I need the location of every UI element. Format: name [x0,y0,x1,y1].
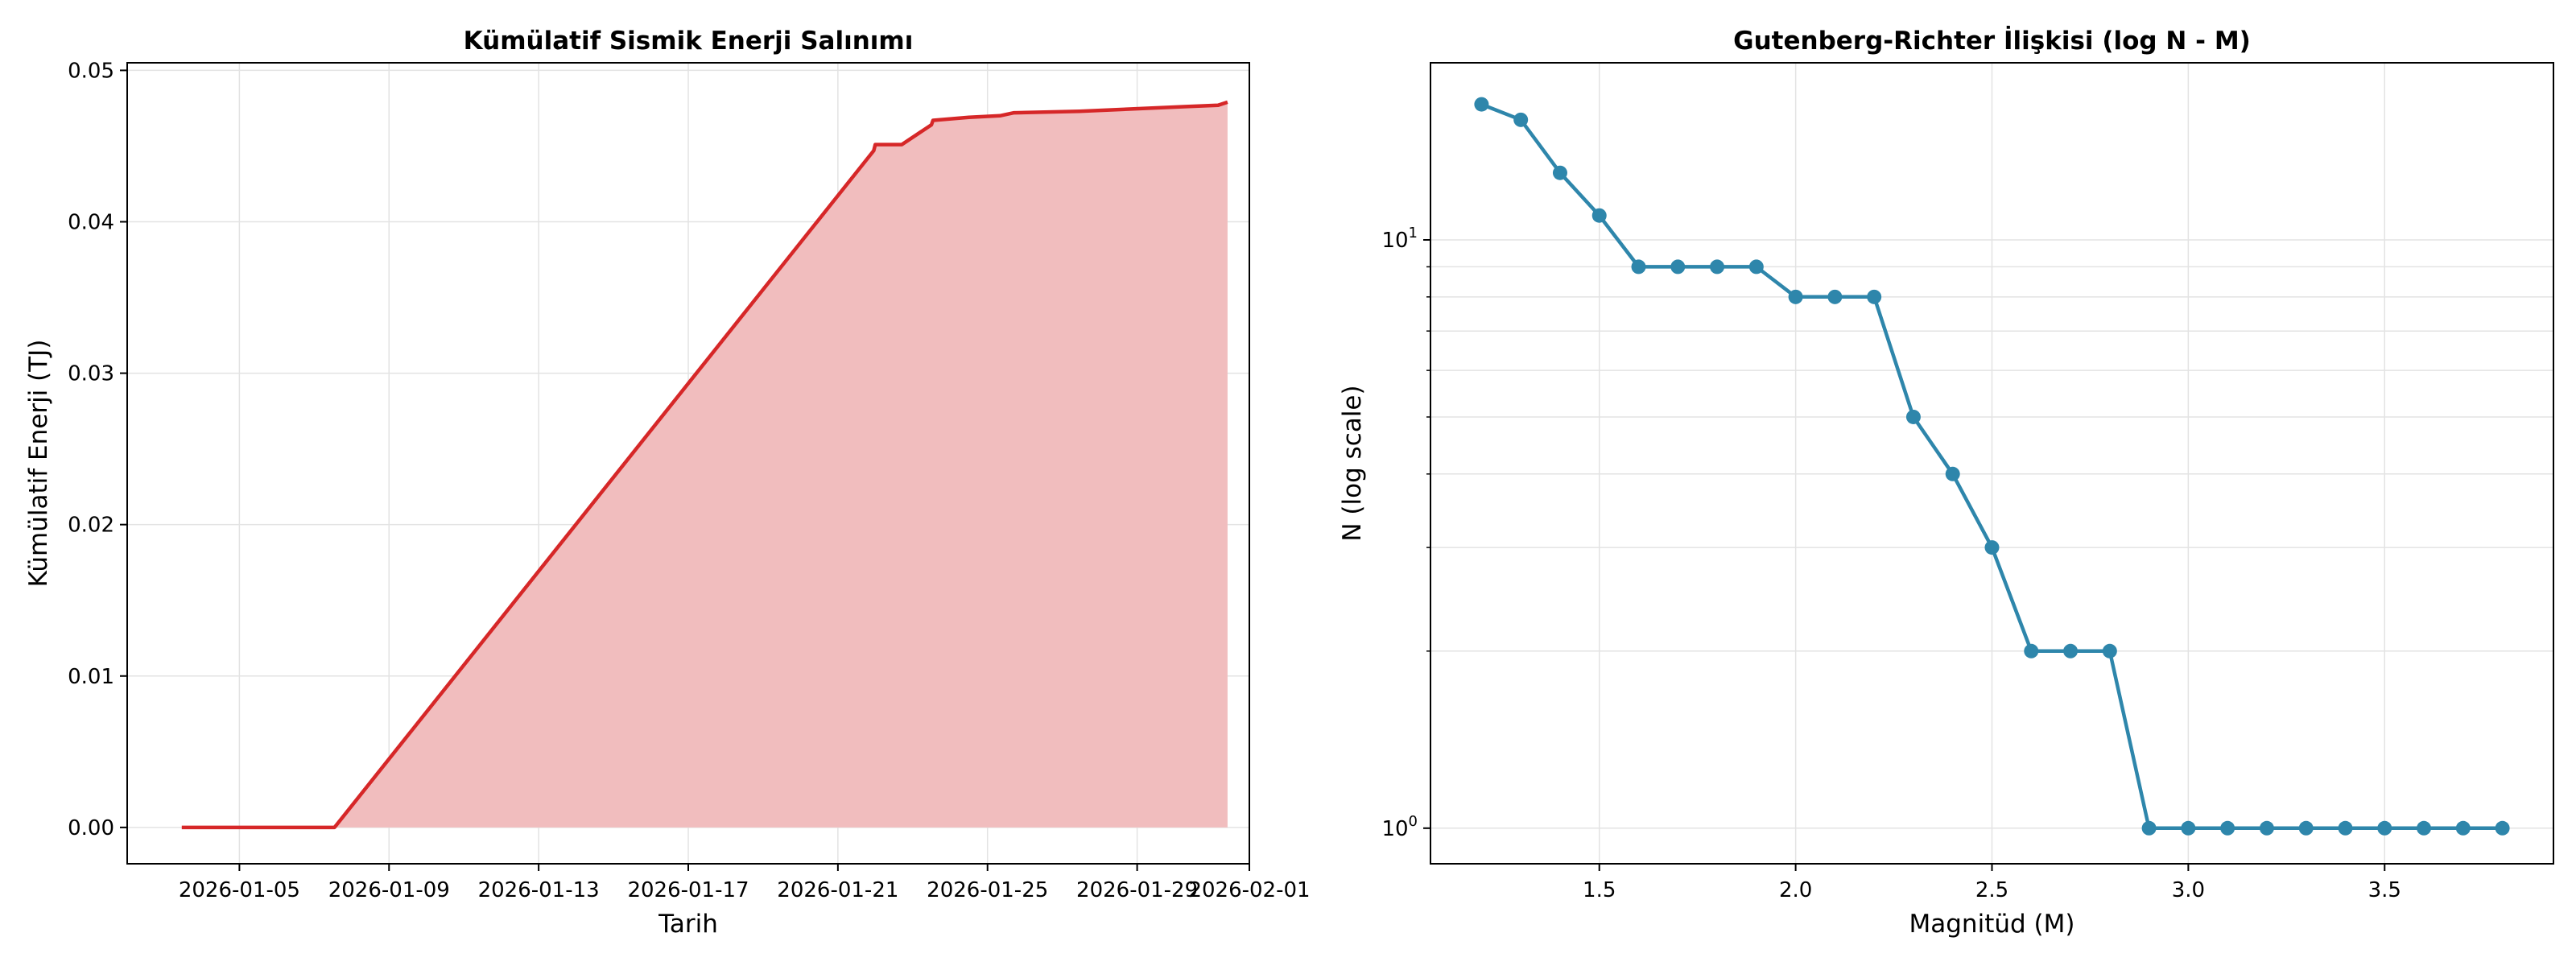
energy-x-ticks: 2026-01-05 2026-01-09 2026-01-13 2026-01-17… [179,864,1311,902]
energy-chart-title: Kümülatif Sismik Enerji Salınımı [464,27,914,56]
energy-area-fill [181,101,1228,828]
gr-data-point [1748,259,1764,275]
energy-y-tick-label: 0.03 [68,362,114,386]
gr-data-point [2024,643,2039,658]
gr-data-point [1513,112,1529,127]
gr-y-tick-label: 100 [1381,813,1418,841]
gr-data-point [2259,820,2274,836]
gr-data-point [2338,820,2353,836]
gr-data-point [1710,259,1725,275]
gr-data-point [1631,259,1646,275]
energy-x-tick-label: 2026-01-05 [179,878,300,902]
gr-data-point [2181,820,2196,836]
gr-x-tick-label: 3.5 [2368,878,2401,902]
energy-x-tick-label: 2026-01-17 [627,878,749,902]
gr-data-point [1984,540,2000,555]
gr-x-ticks: 1.5 2.0 2.5 3.0 3.5 [1583,864,2401,902]
energy-y-tick-label: 0.05 [68,59,114,83]
gr-data-point [2298,820,2314,836]
energy-y-tick-label: 0.02 [68,514,114,538]
gr-data-point [1474,97,1489,112]
gr-data-point [2417,820,2432,836]
gr-chart-grid [1430,63,2553,864]
energy-x-tick-label: 2026-01-21 [777,878,898,902]
gr-y-ticks: 100 101 [1381,225,1430,841]
gr-x-tick-label: 1.5 [1583,878,1616,902]
gr-x-tick-label: 2.0 [1779,878,1812,902]
gr-x-tick-label: 2.5 [1975,878,2008,902]
energy-x-tick-label: 2026-01-25 [927,878,1048,902]
gr-data-point [2377,820,2392,836]
energy-y-axis-label: Kümülatif Enerji (TJ) [24,340,53,588]
gr-data-point [1788,289,1803,304]
gr-y-axis-label: N (log scale) [1338,385,1367,541]
gr-chart-title: Gutenberg-Richter İlişkisi (log N - M) [1733,27,2251,56]
energy-x-tick-label: 2026-01-13 [478,878,600,902]
gr-data-point [1945,466,1960,481]
gr-data-point [1670,259,1686,275]
gr-data-point [2220,820,2235,836]
gr-data-point [2455,820,2471,836]
gr-data-point [1905,409,1921,424]
gr-x-tick-label: 3.0 [2172,878,2205,902]
energy-y-tick-label: 0.01 [68,665,114,689]
gr-y-tick-label: 101 [1381,225,1418,253]
gr-series-points [1474,97,2510,836]
gr-data-point [2102,643,2117,658]
energy-chart: 2026-01-05 2026-01-09 2026-01-13 2026-01-17… [24,27,1311,939]
energy-y-tick-label: 0.00 [68,816,114,840]
gutenberg-richter-chart: 1.5 2.0 2.5 3.0 3.5 100 101 Gutenberg-Richter… [1338,27,2554,939]
energy-x-tick-label: 2026-01-09 [328,878,450,902]
energy-x-axis-label: Tarih [658,910,718,939]
gr-x-axis-label: Magnitüd (M) [1909,910,2075,939]
energy-y-tick-label: 0.04 [68,210,114,234]
energy-line [181,100,1228,830]
gr-data-point [1591,208,1607,223]
energy-y-ticks: 0.00 0.01 0.02 0.03 0.04 0.05 [68,59,127,840]
gr-data-point [1827,289,1843,304]
gr-data-point [2141,820,2157,836]
gr-data-point [2495,820,2510,836]
gr-data-point [1552,165,1567,180]
gr-data-point [2063,643,2079,658]
energy-x-tick-label: 2026-02-01 [1188,878,1310,902]
gr-data-point [1867,289,1882,304]
energy-x-tick-label: 2026-01-29 [1076,878,1198,902]
